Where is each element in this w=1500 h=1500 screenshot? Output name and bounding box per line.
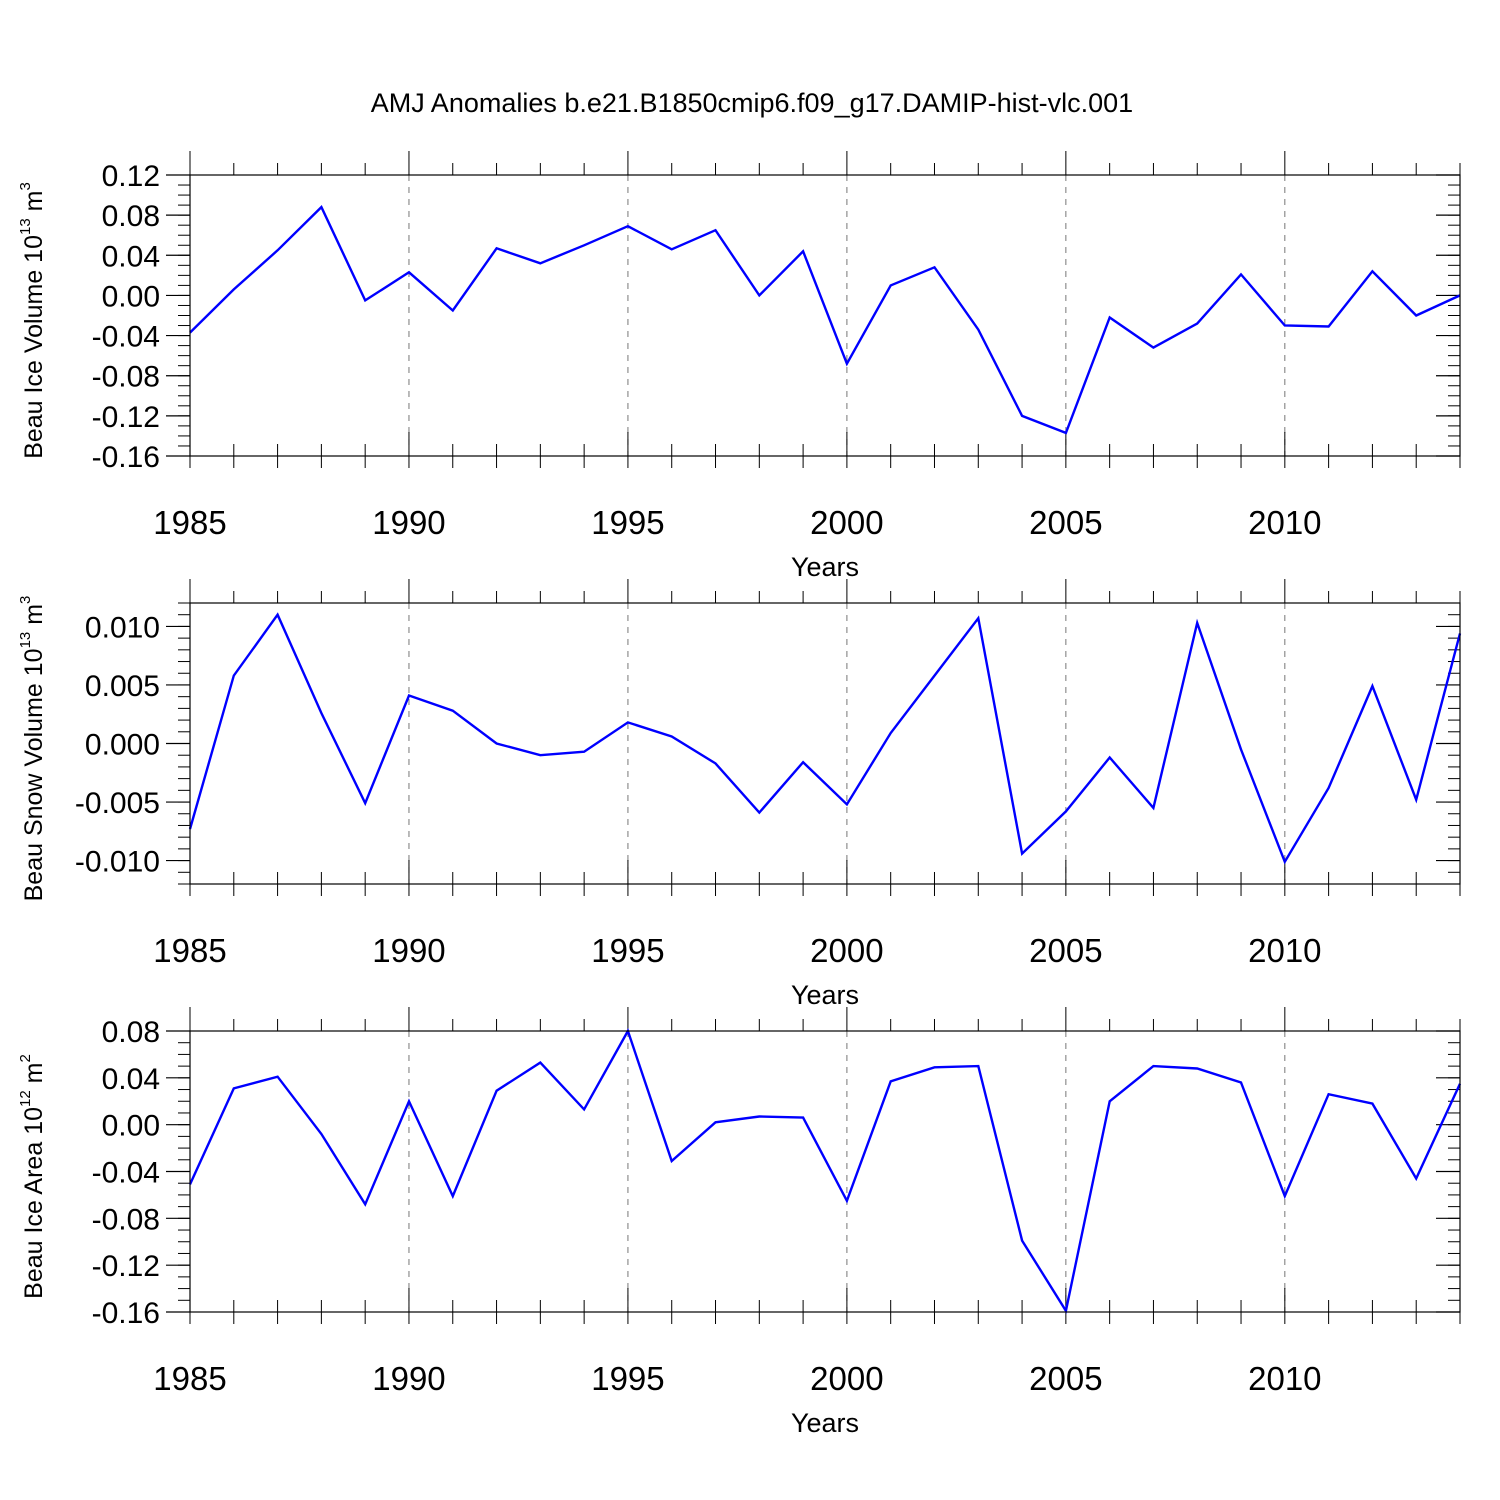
y-tick-label: -0.08 [92, 1203, 160, 1236]
x-tick-label: 2010 [1248, 1360, 1321, 1397]
y-axis-label: Beau Ice Area 1012 m2 [17, 1054, 48, 1299]
y-axis-label-unit-exponent: 2 [17, 1054, 34, 1062]
figure-title: AMJ Anomalies b.e21.B1850cmip6.f09_g17.D… [371, 88, 1133, 118]
y-axis-label-unit-exponent: 3 [17, 182, 34, 190]
y-axis-label: Beau Ice Volume 1013 m3 [17, 182, 48, 459]
x-tick-label: 2010 [1248, 932, 1321, 969]
y-tick-label: 0.08 [102, 200, 160, 233]
y-tick-label: -0.010 [75, 846, 160, 879]
chart-panel-ice-area: 0.08 0.04 0.00 -0.04 -0.08 -0.12 -0.16 1985 1990… [17, 1007, 1462, 1438]
x-tick-label: 2000 [810, 1360, 883, 1397]
y-axis-label-text: Beau Ice Area 10 [20, 1107, 48, 1299]
y-tick-label: -0.08 [92, 361, 160, 394]
chart-panel-ice-volume: 0.12 0.08 0.04 0.00 -0.04 -0.08 -0.12 -0.16 1985… [17, 151, 1461, 582]
y-tick-label: 0.08 [102, 1016, 160, 1049]
y-tick-label: 0.04 [102, 1063, 160, 1096]
y-axis-label-exponent: 13 [17, 632, 34, 649]
y-axis-label: Beau Snow Volume 1013 m3 [17, 596, 48, 902]
y-axis-label-unit: m [20, 191, 48, 219]
y-axis-label-unit: m [20, 1063, 48, 1091]
series-line [189, 205, 1461, 435]
x-axis-label: Years [791, 1408, 859, 1438]
x-tick-label: 1985 [153, 932, 226, 969]
y-tick-label: -0.005 [75, 787, 160, 820]
y-tick-label: 0.00 [102, 1110, 160, 1143]
x-axis-label: Years [791, 552, 859, 582]
x-axis-label: Years [791, 980, 859, 1010]
y-tick-label: -0.12 [92, 1250, 160, 1283]
x-tick-label: 1995 [591, 1360, 664, 1397]
x-tick-label: 1990 [372, 504, 445, 541]
plot-frame [189, 1030, 1461, 1313]
plot-frame [189, 174, 1461, 457]
y-tick-label: 0.00 [102, 280, 160, 313]
x-tick-label: 1985 [153, 504, 226, 541]
y-tick-label: -0.16 [92, 1297, 160, 1330]
x-tick-label: 2005 [1029, 932, 1102, 969]
x-tick-label: 1990 [372, 1360, 445, 1397]
y-axis-label-unit: m [20, 604, 48, 632]
x-tick-label: 2000 [810, 504, 883, 541]
y-tick-label: -0.04 [92, 321, 160, 354]
y-tick-label: 0.04 [102, 240, 160, 273]
y-tick-label: 0.12 [102, 160, 160, 193]
x-tick-label: 1995 [591, 504, 664, 541]
y-tick-label: -0.16 [92, 441, 160, 474]
y-tick-label: -0.04 [92, 1157, 160, 1190]
y-tick-label: 0.010 [85, 611, 160, 644]
y-axis-label-text: Beau Ice Volume 10 [20, 235, 48, 459]
y-tick-label: 0.000 [85, 729, 160, 762]
x-tick-label: 1995 [591, 932, 664, 969]
x-tick-label: 2005 [1029, 1360, 1102, 1397]
y-axis-label-unit-exponent: 3 [17, 596, 34, 604]
series-line [188, 1028, 1462, 1314]
x-tick-label: 2010 [1248, 504, 1321, 541]
y-tick-label: 0.005 [85, 670, 160, 703]
x-tick-label: 2005 [1029, 504, 1102, 541]
x-tick-label: 1990 [372, 932, 445, 969]
y-axis-label-exponent: 13 [17, 218, 34, 235]
x-tick-label: 2000 [810, 932, 883, 969]
series-line [188, 612, 1462, 865]
plot-frame [189, 602, 1461, 885]
panels: 0.12 0.08 0.04 0.00 -0.04 -0.08 -0.12 -0.16 1985… [17, 151, 1462, 1438]
chart-panel-snow-volume: 0.010 0.005 0.000 -0.005 -0.010 1985 1990 1995 2… [17, 579, 1462, 1010]
y-axis-label-exponent: 12 [17, 1090, 34, 1107]
y-tick-label: -0.12 [92, 401, 160, 434]
y-axis-label-text: Beau Snow Volume 10 [20, 648, 48, 901]
x-tick-label: 1985 [153, 1360, 226, 1397]
